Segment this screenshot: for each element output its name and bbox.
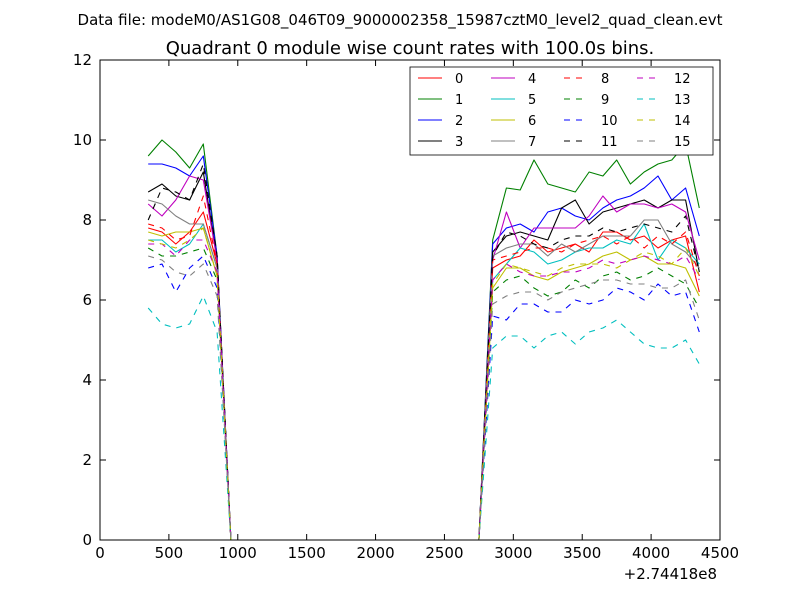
y-tick-label: 10 xyxy=(73,131,92,149)
x-offset-label: +2.74418e8 xyxy=(624,565,717,583)
legend-label-4: 4 xyxy=(528,72,536,87)
x-tick-label: 3000 xyxy=(494,544,532,562)
series-line-9 xyxy=(147,247,700,541)
legend-label-12: 12 xyxy=(674,72,691,87)
series-line-7 xyxy=(148,199,700,541)
x-tick-label: 4500 xyxy=(701,544,739,562)
legend-label-15: 15 xyxy=(674,135,691,150)
figure-supertitle: Data file: modeM0/AS1G08_046T09_90000023… xyxy=(78,11,723,30)
x-tick-label: 0 xyxy=(95,544,105,562)
legend-label-3: 3 xyxy=(455,135,463,150)
y-tick-label: 2 xyxy=(82,451,92,469)
series-line-3 xyxy=(147,171,700,541)
series-line-14 xyxy=(148,227,700,541)
x-tick-label: 1000 xyxy=(219,544,257,562)
y-tick-label: 12 xyxy=(73,51,92,69)
series-line-12 xyxy=(148,239,700,541)
legend-frame xyxy=(409,66,714,156)
x-tick-label: 3500 xyxy=(563,544,601,562)
series-line-6 xyxy=(148,227,700,541)
x-tick-label: 1500 xyxy=(288,544,326,562)
legend-label-8: 8 xyxy=(601,72,609,87)
series-line-15 xyxy=(148,255,700,541)
x-tick-label: 2500 xyxy=(425,544,463,562)
x-tick-label: 2000 xyxy=(356,544,394,562)
legend-label-11: 11 xyxy=(601,135,618,150)
series-layer xyxy=(147,139,700,541)
legend-label-1: 1 xyxy=(455,93,463,108)
series-line-11 xyxy=(147,163,700,541)
series-line-4 xyxy=(147,175,700,541)
legend-label-13: 13 xyxy=(674,93,691,108)
series-line-2 xyxy=(148,155,700,541)
y-tick-label: 4 xyxy=(82,371,92,389)
legend-label-6: 6 xyxy=(528,114,536,129)
legend-label-2: 2 xyxy=(455,114,463,129)
chart-title: Quadrant 0 module wise count rates with … xyxy=(166,38,655,59)
legend-label-0: 0 xyxy=(455,72,463,87)
series-line-8 xyxy=(148,195,700,541)
series-line-13 xyxy=(147,295,700,541)
y-tick-label: 6 xyxy=(82,291,92,309)
legend-label-7: 7 xyxy=(528,135,536,150)
series-line-5 xyxy=(148,223,700,541)
x-axis: 0 500 1000 1500 2000 2500 3000 3500 4000 4500 xyxy=(95,60,739,562)
x-tick-label: 500 xyxy=(155,544,184,562)
series-line-10 xyxy=(148,255,700,541)
legend-label-9: 9 xyxy=(601,93,609,108)
legend-label-14: 14 xyxy=(674,114,691,129)
x-tick-label: 4000 xyxy=(632,544,670,562)
series-line-0 xyxy=(148,211,700,541)
legend-label-10: 10 xyxy=(601,114,618,129)
y-tick-label: 0 xyxy=(82,531,92,549)
legend-label-5: 5 xyxy=(528,93,536,108)
y-tick-label: 8 xyxy=(82,211,92,229)
